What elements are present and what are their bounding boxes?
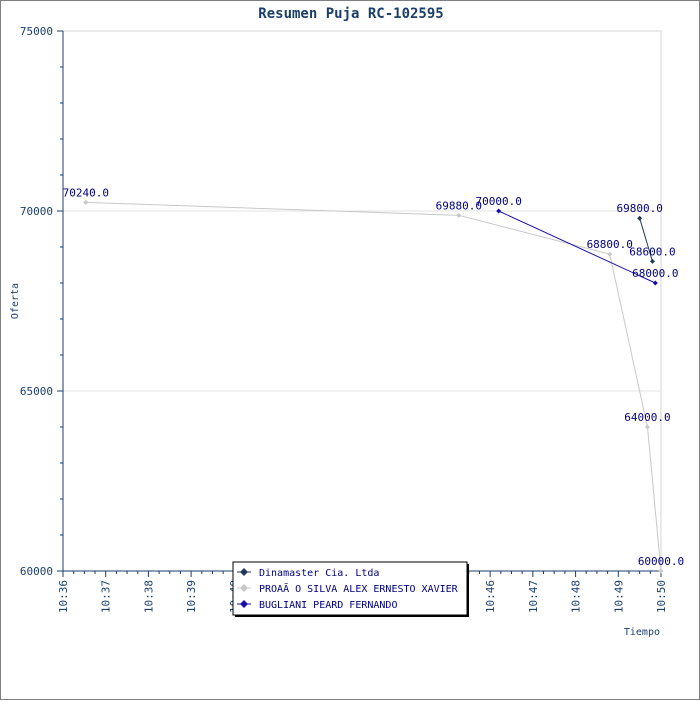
data-point <box>456 212 462 218</box>
legend-item: Dinamaster Cia. Ltda <box>237 568 379 579</box>
data-label: 64000.0 <box>624 411 670 424</box>
legend-item: PROAÃ O SILVA ALEX ERNESTO XAVIER <box>237 582 459 595</box>
data-label: 68000.0 <box>632 267 678 280</box>
x-tick-label: 10:39 <box>185 580 198 613</box>
data-label: 69880.0 <box>436 199 482 212</box>
grid <box>63 210 661 392</box>
data-point <box>652 280 658 286</box>
legend-box <box>232 561 468 616</box>
data-point <box>607 251 613 257</box>
data-point <box>637 215 643 221</box>
data-point <box>649 258 655 264</box>
x-tick-label: 10:46 <box>484 580 497 613</box>
plot-area <box>62 30 662 572</box>
data-point <box>83 199 89 205</box>
legend-label: PROAÃ O SILVA ALEX ERNESTO XAVIER <box>259 582 459 595</box>
data-label: 68600.0 <box>629 245 675 258</box>
legend-item: BUGLIANI PEARD FERNANDO <box>237 600 397 611</box>
data-point <box>644 424 650 430</box>
data-label: 69800.0 <box>616 202 662 215</box>
series-line <box>498 210 656 284</box>
legend-marker <box>240 600 248 608</box>
legend-label: BUGLIANI PEARD FERNANDO <box>259 600 397 611</box>
x-tick-label: 10:37 <box>100 580 113 613</box>
y-axis-label: Oferta <box>10 283 21 319</box>
data-label: 60000.0 <box>638 555 684 568</box>
data-label: 70000.0 <box>476 195 522 208</box>
y-tick-label: 70000 <box>20 205 53 218</box>
legend-label: Dinamaster Cia. Ltda <box>259 568 379 579</box>
series-line <box>639 218 653 262</box>
x-tick-label: 10:50 <box>655 580 668 613</box>
y-tick-label: 60000 <box>20 565 53 578</box>
data-label: 68800.0 <box>587 238 633 251</box>
data-label: 70240.0 <box>63 186 109 199</box>
series-0: 69800.0 68600.0 <box>616 202 676 264</box>
x-tick-label: 10:48 <box>570 580 583 613</box>
data-point <box>496 208 502 214</box>
x-tick-label: 10:38 <box>142 580 155 613</box>
legend-marker <box>240 584 248 592</box>
x-axis-label: Tiempo <box>624 627 660 638</box>
data-point <box>658 568 664 574</box>
y-tick-label: 65000 <box>20 385 53 398</box>
x-tick-label: 10:49 <box>612 580 625 613</box>
series-1: 70240.0 69880.0 68800.0 64000.0 60000.0 <box>63 186 684 574</box>
x-tick-label: 10:36 <box>57 580 70 613</box>
chart-title: Resumen Puja RC-102595 <box>258 6 443 22</box>
series-layer: 69800.0 68600.0 70240.0 69880.0 68800.0 64000… <box>63 186 684 574</box>
legend-marker <box>240 568 248 576</box>
y-tick-label: 75000 <box>20 25 53 38</box>
series-2: 70000.0 68000.0 <box>476 195 678 286</box>
legend: Dinamaster Cia. Ltda PROAÃ O SILVA ALEX E… <box>232 561 469 617</box>
x-tick-label: 10:47 <box>527 580 540 613</box>
